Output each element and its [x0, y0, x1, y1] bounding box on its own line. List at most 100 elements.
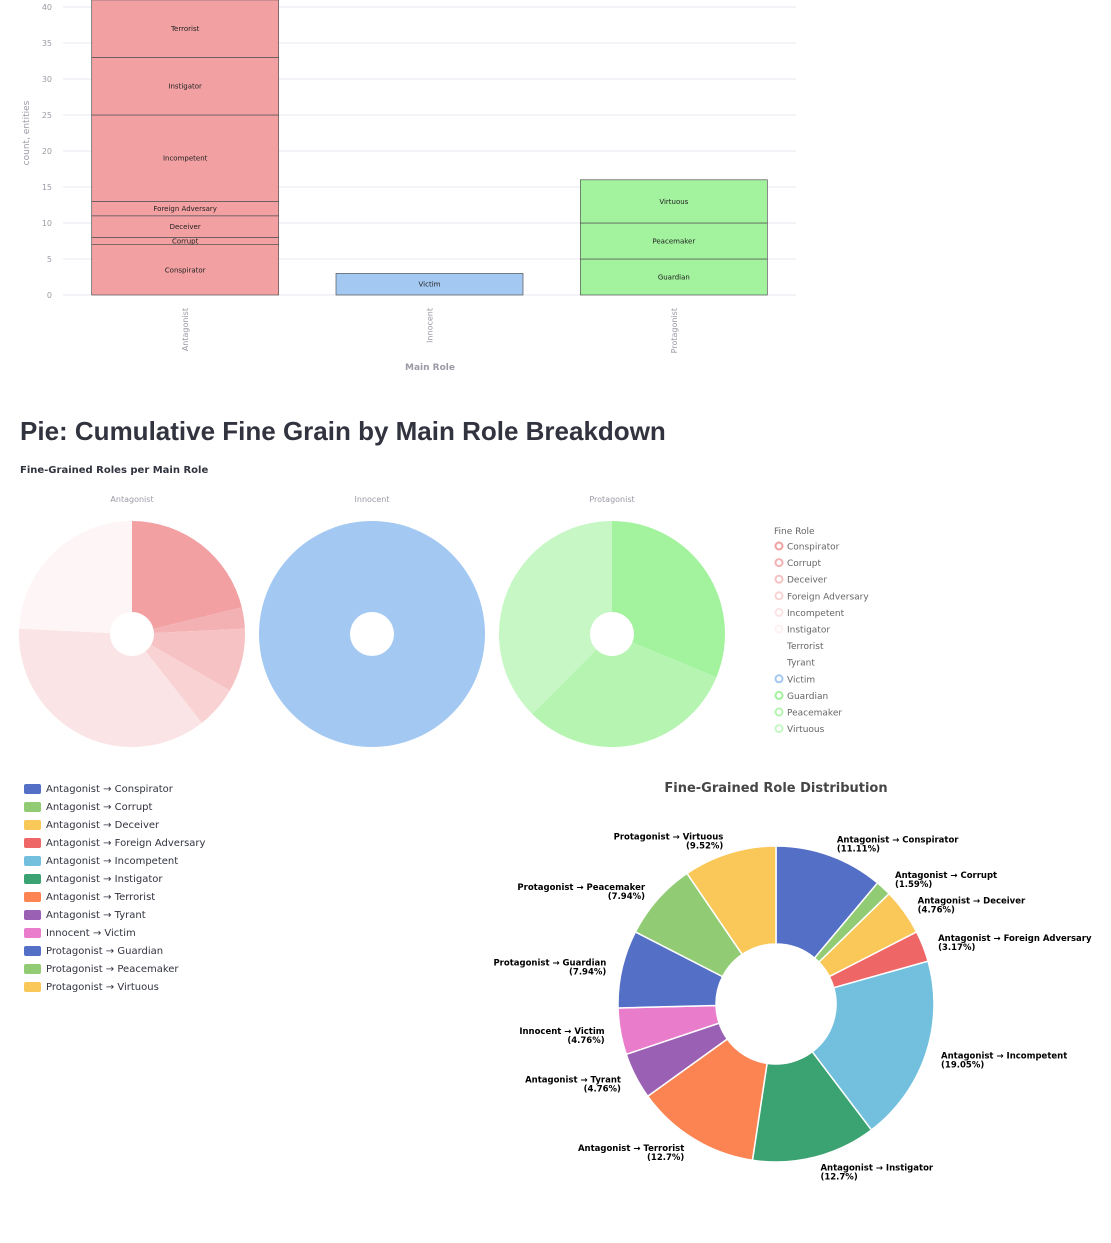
pie-slice[interactable]	[532, 642, 717, 747]
legend-label: Protagonist → Virtuous	[46, 981, 159, 993]
legend-item[interactable]: Antagonist → Tyrant	[24, 906, 205, 924]
donut-label: Protagonist → Virtuous	[614, 833, 724, 843]
legend-entry[interactable]: Incompetent	[787, 609, 845, 619]
legend-entry[interactable]: Peacemaker	[787, 709, 842, 719]
legend-entry[interactable]: Terrorist	[786, 642, 824, 652]
donut-percent: (4.76%)	[567, 1036, 604, 1046]
legend-entry[interactable]: Instigator	[787, 626, 830, 636]
legend-label: Antagonist → Incompetent	[46, 855, 179, 867]
pie-slice[interactable]	[151, 628, 245, 691]
legend-entry[interactable]: Tyrant	[786, 659, 815, 669]
legend-item[interactable]: Antagonist → Instigator	[24, 870, 205, 888]
y-tick-label: 0	[47, 291, 52, 300]
pie-slice[interactable]	[145, 645, 230, 723]
legend-item[interactable]: Protagonist → Virtuous	[24, 978, 205, 996]
donut-label: Antagonist → Incompetent	[941, 1052, 1067, 1062]
legend-swatch	[24, 910, 41, 920]
legend-entry[interactable]: Guardian	[787, 692, 828, 702]
bar-segment[interactable]	[579, 258, 768, 296]
bar-segment[interactable]	[335, 273, 524, 296]
donut-percent: (11.11%)	[837, 844, 880, 854]
donut-slice[interactable]	[685, 845, 777, 956]
legend-marker	[774, 607, 784, 617]
legend-swatch	[24, 946, 41, 956]
bar-segment-label: Victim	[419, 281, 441, 289]
x-tick-label: Protagonist	[670, 308, 679, 353]
donut-percent: (3.17%)	[938, 943, 975, 953]
bar-segment-label: Foreign Adversary	[153, 205, 217, 213]
legend-swatch	[24, 838, 41, 848]
legend-item[interactable]: Antagonist → Terrorist	[24, 888, 205, 906]
legend-label: Antagonist → Corrupt	[46, 801, 153, 813]
legend-marker	[774, 574, 784, 584]
legend-label: Antagonist → Conspirator	[46, 783, 173, 795]
y-tick-label: 25	[42, 111, 52, 120]
donut-slice[interactable]	[646, 1037, 768, 1162]
legend-label: Antagonist → Terrorist	[46, 891, 156, 903]
donut-label: Antagonist → Foreign Adversary	[938, 934, 1092, 944]
bar-segment-label: Conspirator	[165, 266, 206, 274]
bar-segment[interactable]	[91, 0, 280, 58]
legend-marker	[774, 690, 784, 700]
bar-segment-label: Corrupt	[172, 238, 199, 246]
donut-percent: (19.05%)	[941, 1061, 984, 1071]
legend-entry[interactable]: Deceiver	[787, 576, 827, 586]
y-tick-label: 10	[42, 219, 52, 228]
pie-slice[interactable]	[499, 521, 612, 714]
legend-entry[interactable]: Victim	[787, 675, 815, 685]
pie-slice[interactable]	[19, 628, 202, 747]
donut-percent: (7.94%)	[608, 892, 645, 902]
distribution-legend: Antagonist → Conspirator Antagonist → Cor…	[24, 780, 205, 996]
donut-slice[interactable]	[751, 1050, 873, 1163]
donut-label: Antagonist → Conspirator	[837, 835, 959, 845]
legend-entry[interactable]: Foreign Adversary	[787, 592, 869, 602]
legend-entry[interactable]: Virtuous	[787, 725, 825, 735]
legend-item[interactable]: Innocent → Victim	[24, 924, 205, 942]
y-tick-label: 40	[42, 3, 52, 12]
fine-role-distribution-donut: Fine-Grained Role Distribution Antagonist…	[493, 781, 1092, 1183]
bar-segment[interactable]	[91, 57, 280, 116]
y-tick-label: 5	[47, 255, 52, 264]
legend-marker	[774, 674, 784, 684]
bar-segment-label: Instigator	[168, 83, 202, 91]
legend-item[interactable]: Antagonist → Corrupt	[24, 798, 205, 816]
x-axis-title: Main Role	[405, 363, 455, 373]
legend-item[interactable]: Antagonist → Incompetent	[24, 852, 205, 870]
pie-slice[interactable]	[612, 521, 725, 678]
legend-item[interactable]: Protagonist → Guardian	[24, 942, 205, 960]
legend-entry[interactable]: Corrupt	[787, 559, 821, 569]
legend-item[interactable]: Antagonist → Foreign Adversary	[24, 834, 205, 852]
legend-marker	[774, 541, 784, 551]
x-tick-label: Antagonist	[181, 308, 190, 351]
donut-percent: (12.7%)	[820, 1173, 857, 1183]
legend-swatch	[24, 856, 41, 866]
donut-label: Protagonist → Guardian	[493, 959, 606, 969]
donut-percent: (9.52%)	[686, 842, 723, 852]
legend-item[interactable]: Antagonist → Conspirator	[24, 780, 205, 798]
donut-label: Protagonist → Peacemaker	[517, 883, 645, 893]
donut-percent: (7.94%)	[569, 968, 606, 978]
bar-segment[interactable]	[579, 179, 768, 224]
pie-slice[interactable]	[153, 607, 245, 633]
legend-item[interactable]: Protagonist → Peacemaker	[24, 960, 205, 978]
legend-swatch	[24, 982, 41, 992]
pie-slice[interactable]	[259, 521, 485, 747]
legend-swatch	[24, 892, 41, 902]
pies-title: Fine-Grained Roles per Main Role	[20, 465, 208, 476]
legend-item[interactable]: Antagonist → Deceiver	[24, 816, 205, 834]
bar-segment-label: Peacemaker	[652, 238, 695, 246]
donut-slice[interactable]	[811, 960, 935, 1131]
donut-label: Antagonist → Corrupt	[895, 871, 997, 881]
bar-segment[interactable]	[91, 114, 280, 202]
bar-segment-label: Guardian	[658, 274, 690, 282]
pie-slice[interactable]	[132, 521, 242, 629]
legend-entry[interactable]: Conspirator	[787, 543, 840, 553]
y-axis-title: count, entities	[22, 100, 32, 165]
pie-slice[interactable]	[19, 521, 132, 633]
pie-subtitle: Protagonist	[589, 495, 634, 504]
legend-marker	[774, 724, 784, 734]
bar-segment[interactable]	[91, 244, 280, 296]
donut-label: Antagonist → Terrorist	[578, 1144, 684, 1154]
legend-marker	[774, 624, 784, 634]
donut-label: Antagonist → Deceiver	[918, 897, 1026, 907]
